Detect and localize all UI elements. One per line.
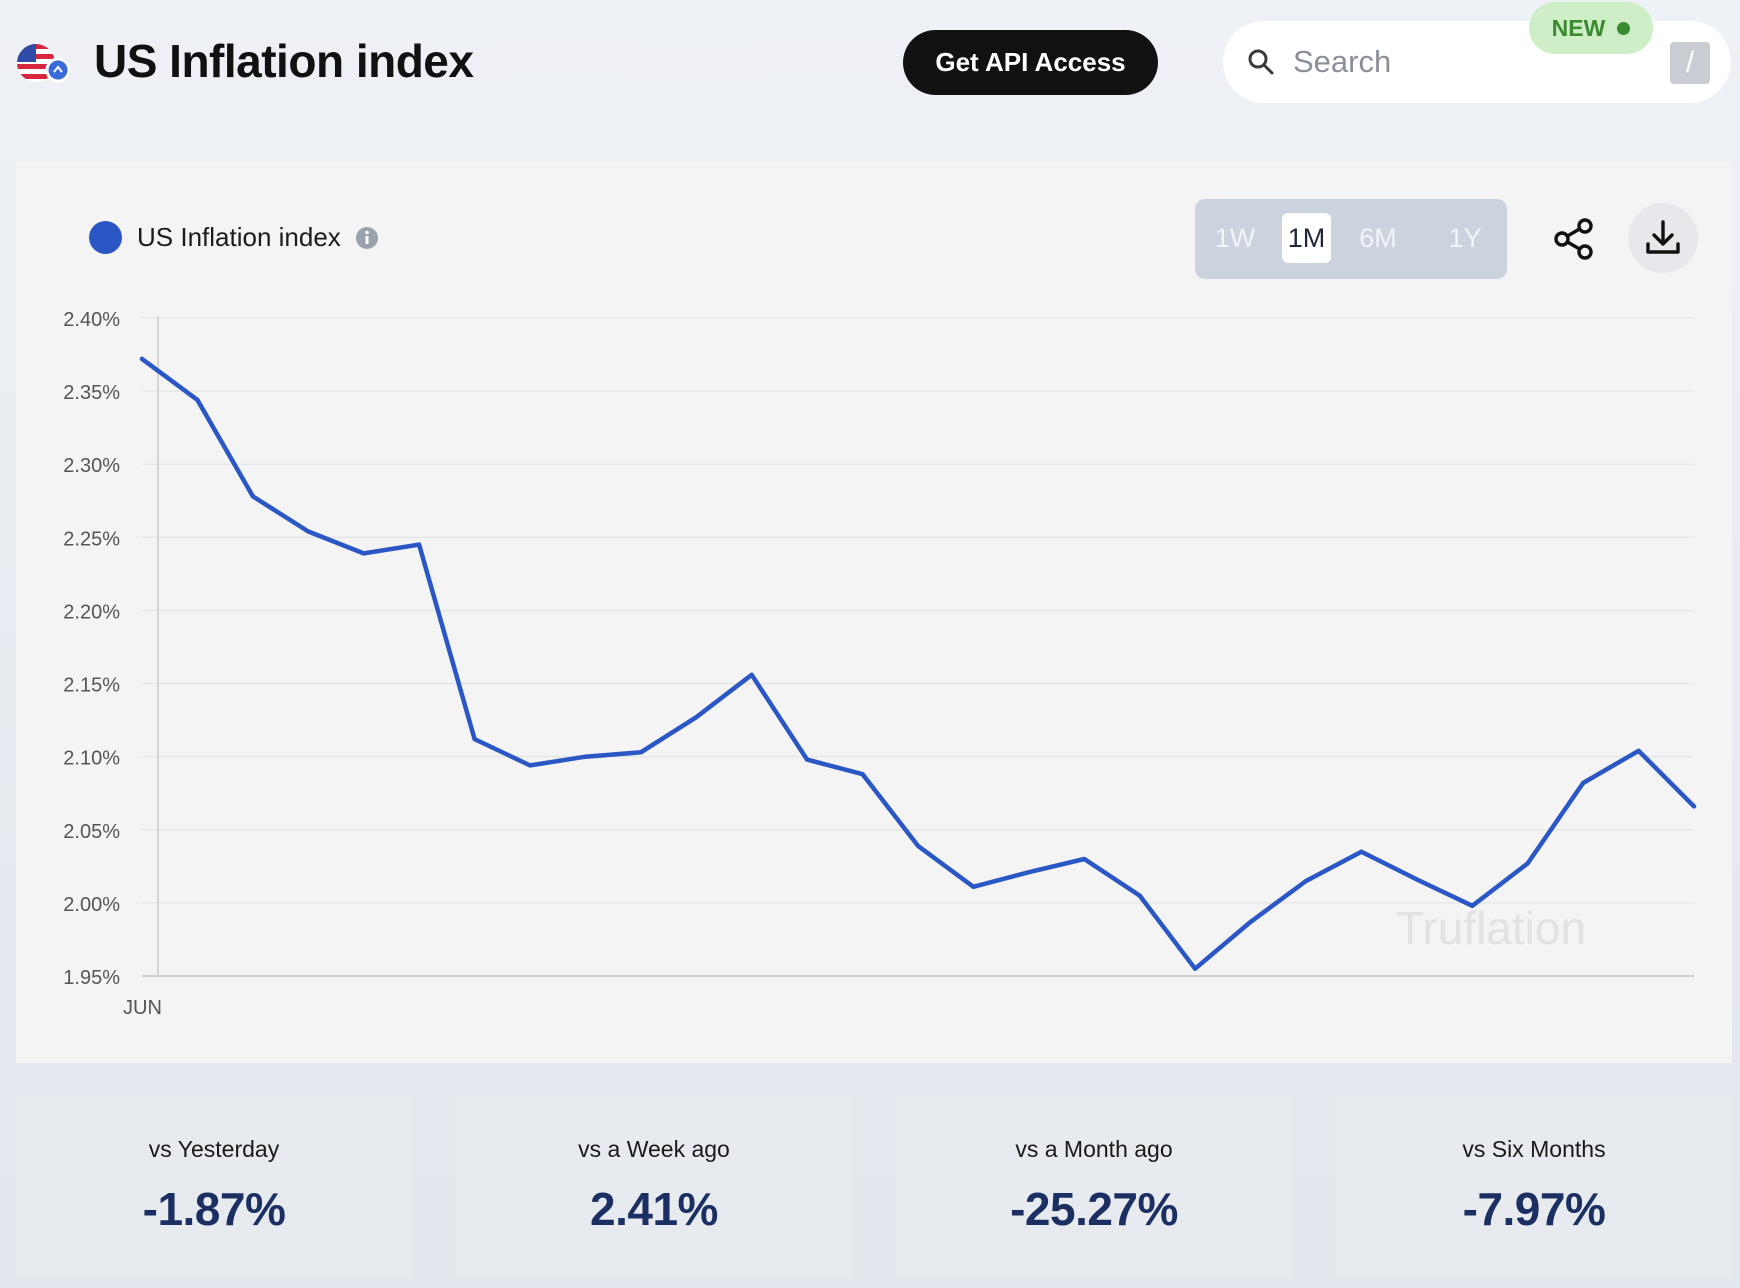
y-tick-label: 2.25% <box>63 528 120 550</box>
stat-card-week: vs a Week ago 2.41% <box>456 1098 852 1276</box>
stat-label: vs a Week ago <box>578 1136 730 1162</box>
y-tick-label: 2.40% <box>63 309 120 331</box>
shortcut-key-badge: / <box>1670 42 1710 84</box>
search-box[interactable]: / <box>1223 21 1731 103</box>
chart-card: Truflation 2.40% 2.35% 2.30% 2.25% 2.20% 2.15… <box>16 161 1732 1063</box>
us-flag-icon <box>17 44 71 83</box>
new-status-dot-icon <box>1617 21 1631 35</box>
data-point <box>860 772 865 777</box>
download-icon <box>1646 220 1680 254</box>
stat-value: -7.97% <box>1462 1183 1606 1235</box>
download-button[interactable] <box>1628 203 1698 273</box>
stat-card-yesterday: vs Yesterday -1.87% <box>16 1098 412 1276</box>
data-point <box>195 397 200 402</box>
data-point <box>749 672 754 677</box>
data-point <box>472 737 477 742</box>
y-tick-label: 2.35% <box>63 382 120 404</box>
new-badge-label: NEW <box>1551 14 1606 41</box>
range-1w-button[interactable]: 1W <box>1205 213 1265 263</box>
data-point <box>694 715 699 720</box>
data-point <box>971 884 976 889</box>
data-point <box>1581 781 1586 785</box>
truflation-watermark: Truflation <box>1396 902 1586 954</box>
line-chart: Truflation 2.40% 2.35% 2.30% 2.25% 2.20% 2.15… <box>63 309 1697 1019</box>
data-point <box>1248 919 1253 924</box>
data-point <box>250 494 255 499</box>
share-button[interactable] <box>1546 211 1602 267</box>
data-point <box>1026 870 1031 875</box>
legend-color-dot <box>89 221 122 254</box>
data-point <box>1082 857 1087 861</box>
data-point <box>528 763 532 768</box>
range-1m-button[interactable]: 1M <box>1282 213 1331 263</box>
data-point <box>583 754 588 759</box>
data-point <box>916 843 920 848</box>
y-tick-label: 2.15% <box>63 675 120 697</box>
data-point <box>361 551 366 556</box>
y-tick-label: 2.00% <box>63 894 120 916</box>
y-tick-label: 2.10% <box>63 748 120 770</box>
y-tick-label: 1.95% <box>63 967 120 989</box>
data-point <box>306 529 311 534</box>
page-title: US Inflation index <box>94 35 474 87</box>
stat-value: 2.41% <box>590 1183 718 1235</box>
data-point <box>1470 903 1475 908</box>
y-tick-label: 2.20% <box>63 601 120 623</box>
data-point <box>1359 849 1364 854</box>
get-api-access-button[interactable]: Get API Access <box>903 30 1158 95</box>
data-point <box>638 750 643 755</box>
chart-legend: US Inflation index <box>89 221 379 254</box>
data-point <box>1414 877 1419 882</box>
stat-card-month: vs a Month ago -25.27% <box>896 1098 1292 1276</box>
data-point <box>1525 861 1530 866</box>
data-point <box>1692 804 1696 809</box>
data-point <box>140 356 144 361</box>
range-6m-button[interactable]: 6M <box>1348 213 1408 263</box>
x-tick-label: JUN <box>123 997 162 1019</box>
stat-label: vs Yesterday <box>148 1136 280 1162</box>
data-point <box>417 542 422 547</box>
stat-label: vs a Month ago <box>1015 1136 1173 1162</box>
range-1y-button[interactable]: 1Y <box>1435 213 1495 263</box>
stat-value: -25.27% <box>1010 1183 1178 1235</box>
stat-label: vs Six Months <box>1462 1136 1606 1162</box>
stat-card-six-months: vs Six Months -7.97% <box>1336 1098 1732 1276</box>
data-point <box>805 757 810 762</box>
search-icon <box>1248 49 1274 75</box>
data-point <box>1193 966 1198 971</box>
y-tick-label: 2.30% <box>63 455 120 477</box>
series-line-us-inflation-index <box>139 356 1697 971</box>
legend-label: US Inflation index <box>137 222 341 252</box>
y-tick-label: 2.05% <box>63 821 120 843</box>
share-icon <box>1554 218 1593 260</box>
page-header: US Inflation index Get API Access / NEW <box>0 0 1740 130</box>
data-point <box>1636 748 1641 753</box>
new-badge: NEW <box>1529 2 1653 54</box>
data-point <box>1304 879 1308 883</box>
time-range-selector: 1W 1M 6M 1Y <box>1195 199 1507 279</box>
info-icon[interactable] <box>355 226 379 250</box>
stat-value: -1.87% <box>142 1183 286 1235</box>
data-point <box>1137 893 1142 898</box>
